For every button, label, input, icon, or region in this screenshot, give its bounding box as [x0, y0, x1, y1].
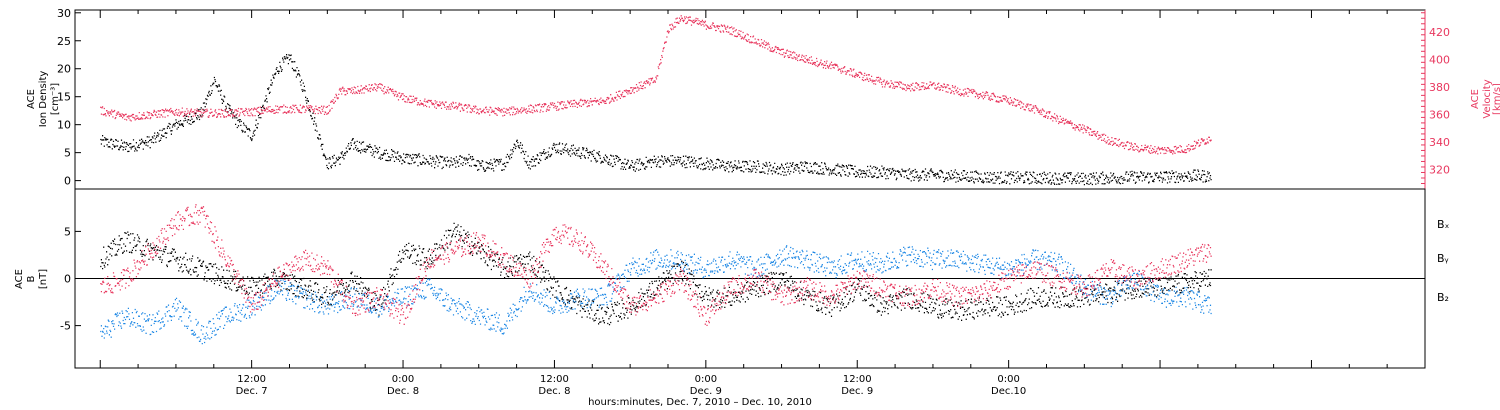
bottom-left-tick-label: 5 [64, 225, 71, 238]
top-left-tick-label: 10 [57, 119, 71, 132]
top-series-group [100, 15, 1212, 186]
top-right-tick-label: 340 [1429, 136, 1450, 149]
top-left-tick-label: 5 [64, 147, 71, 160]
top-ylabel-left-line3: [cm⁻³] [50, 83, 61, 115]
top-ylabel-left-line1: ACE [26, 89, 37, 109]
date-tick-label: Dec. 8 [538, 386, 570, 397]
bottom-left-tick-label: -5 [60, 320, 71, 333]
time-tick-label: 12:00 [843, 374, 872, 385]
bottom-left-tick-label: 0 [64, 273, 71, 286]
time-tick-label: 0:00 [392, 374, 414, 385]
bottom-panel: -5 0 5 ACE B [nT] Bₓ Bᵧ B₂ [14, 188, 1450, 369]
top-left-tick-label: 25 [57, 35, 71, 48]
time-tick-label: 12:00 [237, 374, 266, 385]
top-right-tick-label: 380 [1429, 81, 1450, 94]
ion-density-series [100, 54, 1212, 186]
time-tick-label: 0:00 [997, 374, 1019, 385]
top-right-axis: 320 340 360 380 400 420 [1421, 10, 1450, 189]
top-right-tick-label: 360 [1429, 109, 1450, 122]
date-tick-label: Dec.10 [991, 386, 1026, 397]
legend: Bₓ Bᵧ B₂ [1437, 218, 1450, 304]
top-ylabel-right-line2: Velocity [1482, 79, 1493, 118]
top-left-tick-label: 30 [57, 7, 71, 20]
velocity-series [100, 15, 1212, 155]
top-right-tick-label: 400 [1429, 54, 1450, 67]
bz-series [100, 204, 1212, 327]
top-left-axis: 0 5 10 15 20 25 30 [57, 7, 81, 188]
top-left-tick-label: 20 [57, 63, 71, 76]
bottom-ylabel-left-line1: ACE [14, 269, 25, 289]
time-tick-label: 0:00 [695, 374, 717, 385]
time-tick-label: 12:00 [540, 374, 569, 385]
bx-series [100, 222, 1212, 326]
bottom-ylabel-left-line2: B [26, 275, 37, 282]
top-ylabel-left-line2: Ion Density [38, 71, 49, 128]
top-left-tick-label: 0 [64, 175, 71, 188]
bottom-series-group [100, 204, 1212, 345]
top-panel: 0 5 10 15 20 25 30 320 340 360 380 400 420 ACE Ion … [26, 7, 1500, 190]
legend-by: Bᵧ [1437, 252, 1449, 265]
legend-bz: B₂ [1437, 291, 1449, 304]
top-left-tick-label: 15 [57, 91, 71, 104]
legend-bx: Bₓ [1437, 218, 1450, 231]
bottom-ylabel-left-line3: [nT] [38, 269, 49, 289]
date-tick-label: Dec. 7 [236, 386, 268, 397]
date-tick-label: Dec. 9 [690, 386, 722, 397]
date-tick-label: Dec. 9 [841, 386, 873, 397]
top-right-tick-label: 420 [1429, 26, 1450, 39]
top-right-tick-label: 320 [1429, 164, 1450, 177]
top-ylabel-right-line3: [km/s] [1492, 83, 1500, 115]
top-ylabel-right-line1: ACE [1470, 89, 1481, 109]
date-tick-label: Dec. 8 [387, 386, 419, 397]
x-axis-label: hours:minutes, Dec. 7, 2010 – Dec. 10, 2… [588, 397, 812, 408]
